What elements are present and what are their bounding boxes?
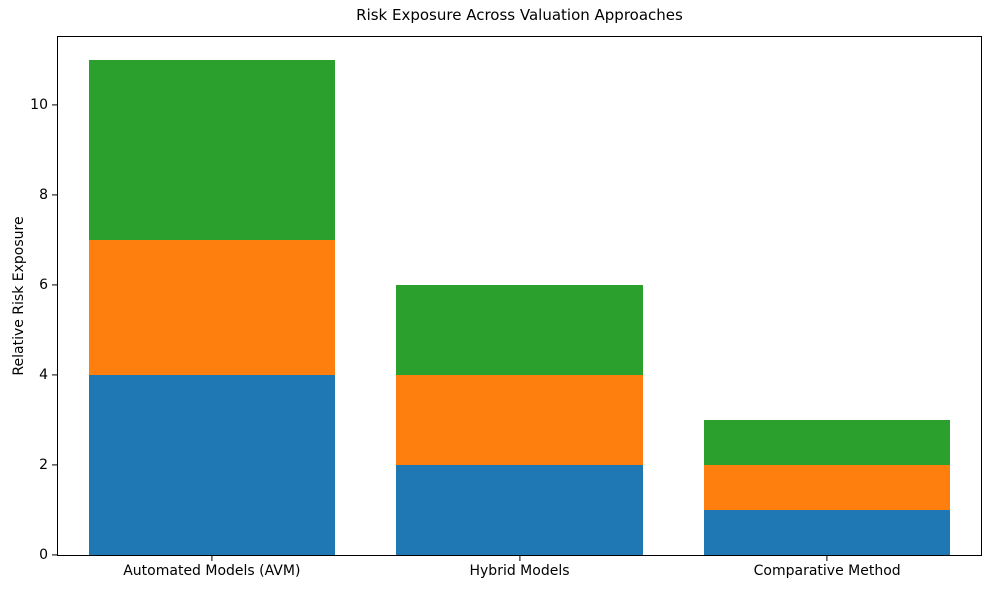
y-tick-label: 10: [30, 96, 48, 113]
bar-segment: [396, 284, 643, 375]
bar-segment: [704, 419, 951, 465]
bar-segment: [88, 239, 335, 375]
y-tick-mark: [52, 284, 57, 286]
y-tick-mark: [52, 103, 57, 106]
x-tick-mark: [826, 556, 828, 561]
y-tick-mark: [52, 464, 57, 466]
x-tick-label: Comparative Method: [753, 563, 901, 579]
plot-area: 0 2 4 6 8 10 Automated Models (AVM) Hybrid Mode…: [30, 36, 982, 579]
y-tick-mark: [52, 554, 57, 556]
y-axis-label-wrap: Relative Risk Exposure: [8, 36, 30, 556]
y-tick-mark: [52, 374, 57, 376]
bar-segment: [704, 464, 951, 510]
y-axis-label: Relative Risk Exposure: [11, 216, 27, 376]
x-tick-label: Automated Models (AVM): [123, 563, 301, 579]
x-tick-mark: [211, 556, 213, 561]
y-tick-label: 0: [39, 547, 48, 563]
y-tick-label: 4: [39, 366, 48, 383]
bar-segment: [396, 464, 643, 555]
y-tick-mark: [52, 194, 57, 196]
bar-segment: [396, 374, 643, 465]
chart-title: Risk Exposure Across Valuation Approache…: [356, 6, 683, 24]
bar-segment: [88, 59, 335, 240]
x-tick-label: Hybrid Models: [469, 563, 570, 579]
y-tick-label: 6: [39, 276, 48, 293]
y-tick-label: 2: [39, 456, 48, 473]
y-tick-label: 8: [39, 186, 48, 203]
bar-segment: [88, 374, 335, 555]
x-tick-mark: [518, 556, 521, 561]
bar-segment: [704, 509, 951, 555]
